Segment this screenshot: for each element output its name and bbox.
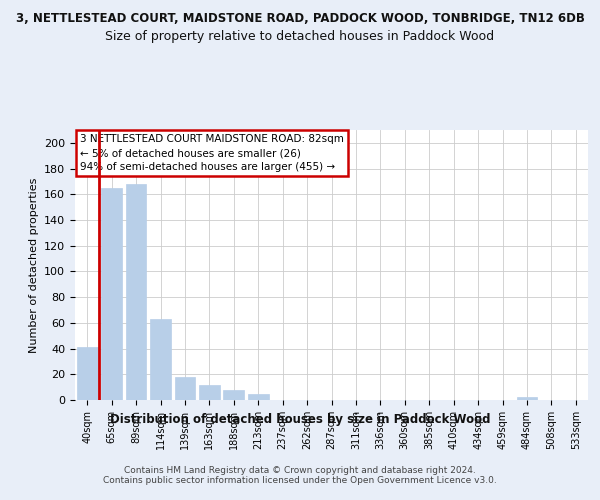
Text: 3 NETTLESTEAD COURT MAIDSTONE ROAD: 82sqm
← 5% of detached houses are smaller (2: 3 NETTLESTEAD COURT MAIDSTONE ROAD: 82sq… <box>80 134 344 172</box>
Text: 3, NETTLESTEAD COURT, MAIDSTONE ROAD, PADDOCK WOOD, TONBRIDGE, TN12 6DB: 3, NETTLESTEAD COURT, MAIDSTONE ROAD, PA… <box>16 12 584 26</box>
Text: Distribution of detached houses by size in Paddock Wood: Distribution of detached houses by size … <box>110 412 490 426</box>
Y-axis label: Number of detached properties: Number of detached properties <box>29 178 38 352</box>
Bar <box>199 384 220 400</box>
Bar <box>517 398 538 400</box>
Bar <box>77 348 98 400</box>
Bar <box>101 188 122 400</box>
Bar <box>150 319 171 400</box>
Text: Size of property relative to detached houses in Paddock Wood: Size of property relative to detached ho… <box>106 30 494 43</box>
Bar <box>175 377 196 400</box>
Bar <box>125 184 146 400</box>
Bar <box>248 394 269 400</box>
Text: Contains HM Land Registry data © Crown copyright and database right 2024.: Contains HM Land Registry data © Crown c… <box>124 466 476 475</box>
Text: Contains public sector information licensed under the Open Government Licence v3: Contains public sector information licen… <box>103 476 497 485</box>
Bar <box>223 390 244 400</box>
